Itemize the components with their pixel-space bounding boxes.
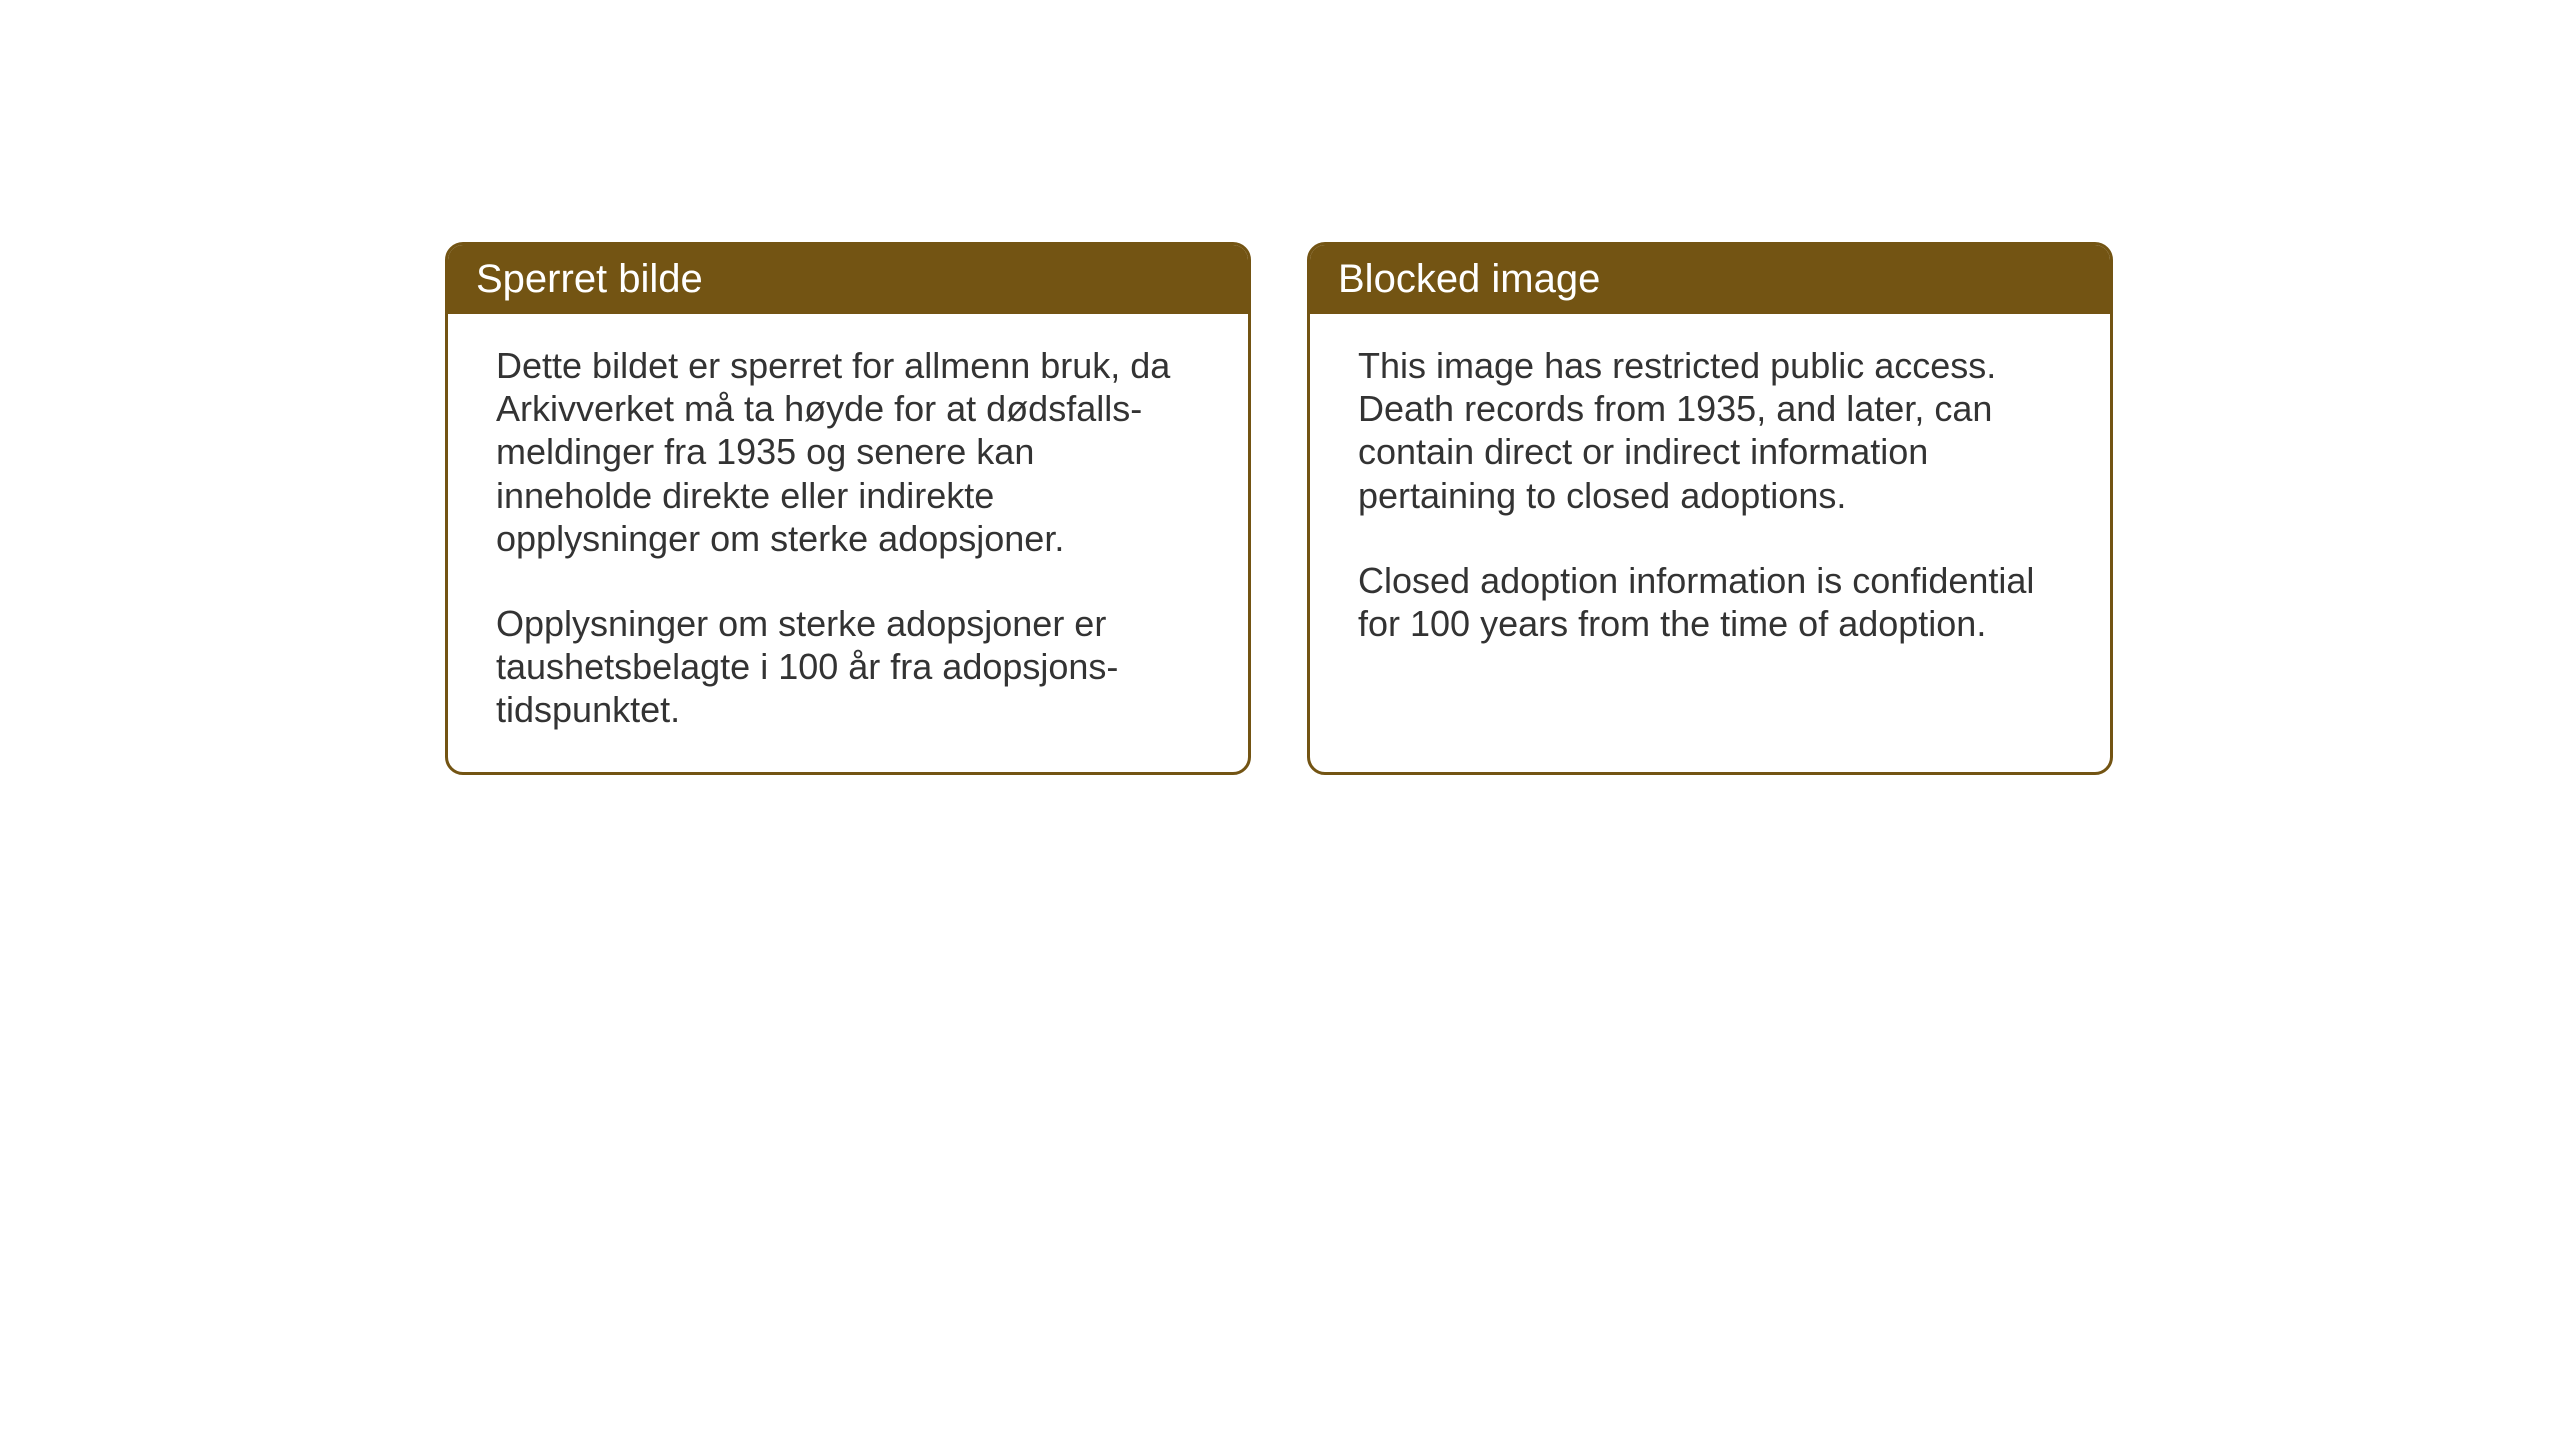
notice-body-norwegian: Dette bildet er sperret for allmenn bruk… [448,314,1248,772]
notice-card-norwegian: Sperret bilde Dette bildet er sperret fo… [445,242,1251,775]
notice-container: Sperret bilde Dette bildet er sperret fo… [445,242,2113,775]
notice-title-english: Blocked image [1310,245,2110,314]
notice-paragraph-2-norwegian: Opplysninger om sterke adopsjoner er tau… [496,602,1200,732]
notice-title-norwegian: Sperret bilde [448,245,1248,314]
notice-paragraph-1-english: This image has restricted public access.… [1358,344,2062,517]
notice-card-english: Blocked image This image has restricted … [1307,242,2113,775]
notice-body-english: This image has restricted public access.… [1310,314,2110,685]
notice-paragraph-1-norwegian: Dette bildet er sperret for allmenn bruk… [496,344,1200,560]
notice-paragraph-2-english: Closed adoption information is confident… [1358,559,2062,645]
